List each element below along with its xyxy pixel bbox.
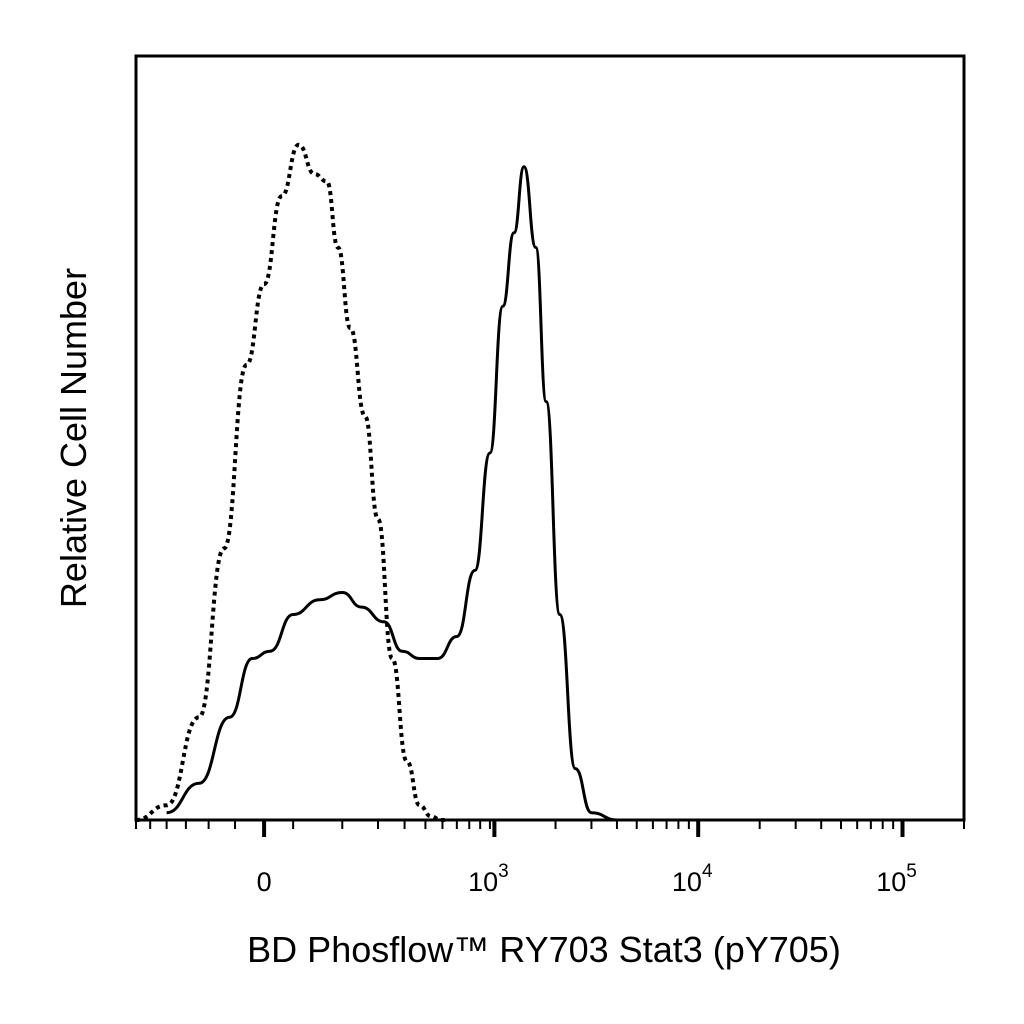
series-line-solid	[166, 165, 964, 822]
y-axis-title: Relative Cell Number	[53, 268, 94, 608]
tick-label: 105	[876, 861, 917, 897]
tick-label-exponent: 4	[702, 861, 713, 882]
tick-label-exponent: 5	[906, 861, 917, 882]
tick-label-exponent: 3	[498, 861, 509, 882]
tick-label-base: 10	[876, 867, 906, 897]
tick-label-base: 10	[468, 867, 498, 897]
tick-label: 0	[257, 867, 272, 897]
x-axis-title: BD Phosflow™ RY703 Stat3 (pY705)	[247, 929, 841, 970]
major-ticks	[262, 820, 905, 837]
tick-label: 104	[672, 861, 713, 897]
tick-label-base: 10	[672, 867, 702, 897]
series-layer	[135, 142, 964, 822]
tick-label: 103	[468, 861, 509, 897]
series-line-dotted	[135, 142, 447, 822]
tick-labels: 0 103 104 105	[257, 861, 917, 897]
tick-label-base: 0	[257, 867, 272, 897]
plot-frame	[134, 54, 966, 822]
